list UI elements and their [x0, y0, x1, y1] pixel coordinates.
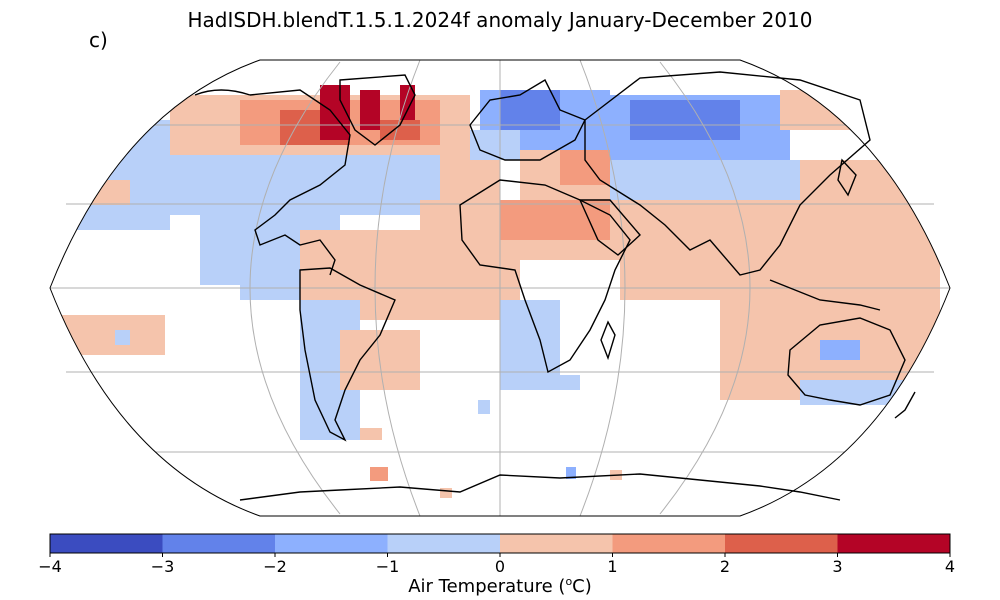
colorbar-swatch: [725, 534, 838, 553]
graticule: [50, 59, 950, 517]
colorbar-swatch: [275, 534, 388, 553]
colorbar-tick-label: −2: [263, 557, 287, 576]
colorbar-tick-label: −1: [375, 557, 400, 576]
colorbar-tick-label: −4: [38, 557, 62, 576]
colorbar-swatch: [50, 534, 163, 553]
globe-outline: [49, 59, 951, 517]
colorbar-swatch: [162, 534, 276, 553]
coastlines: [194, 71, 916, 501]
colorbar-tick-label: −3: [150, 557, 175, 576]
page-title: HadISDH.blendT.1.5.1.2024f anomaly Janua…: [187, 8, 813, 32]
panel-label: c): [89, 28, 108, 52]
colorbar-tick-label: 1: [607, 557, 618, 576]
colorbar-tick-label: 2: [719, 557, 731, 576]
colorbar-tick-label: 4: [944, 557, 956, 576]
colorbar-tick-label: 0: [494, 557, 506, 576]
colorbar-swatch: [387, 534, 501, 553]
colorbar-label: Air Temperature (oC): [408, 575, 592, 597]
colorbar-tick-label: 3: [832, 557, 843, 576]
colorbar-swatch: [612, 534, 726, 553]
colorbar-swatch: [500, 534, 613, 553]
colorbar-swatch: [837, 534, 951, 553]
